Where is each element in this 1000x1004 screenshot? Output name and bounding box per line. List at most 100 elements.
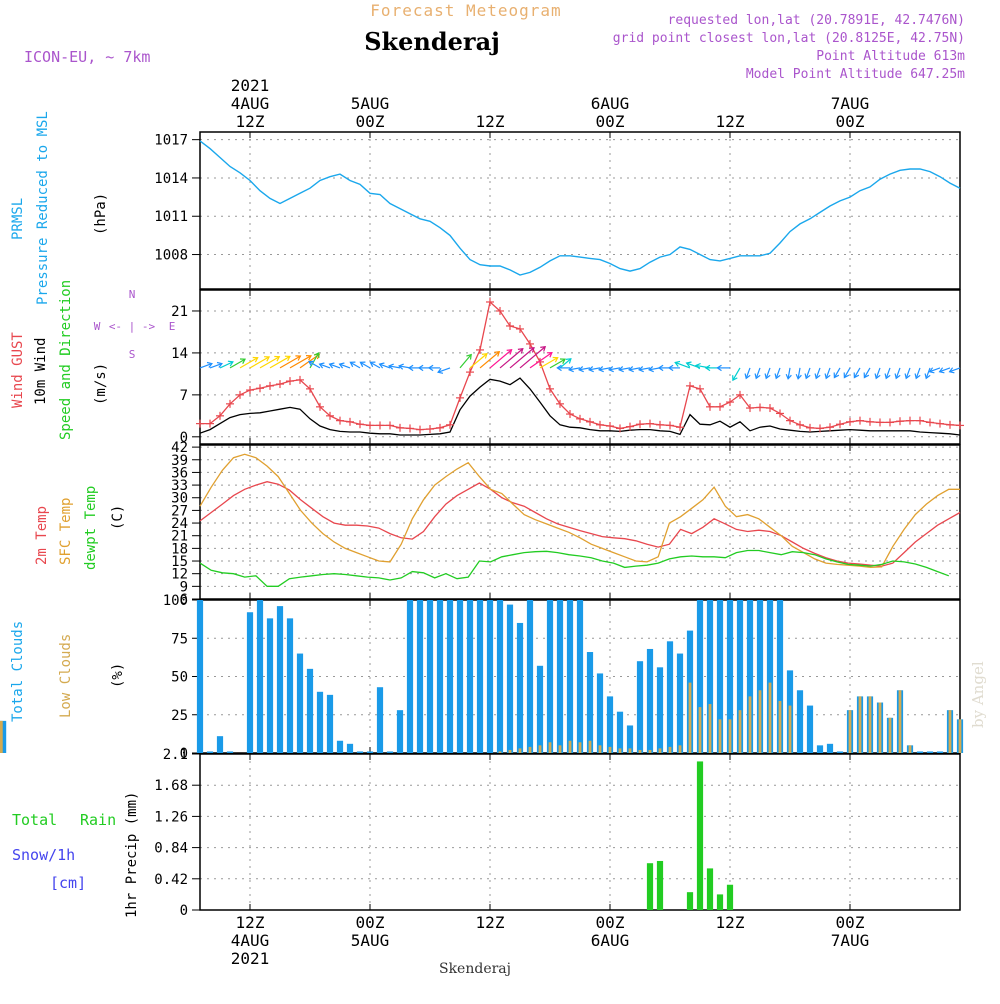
wind-direction-arrowhead: [744, 373, 751, 380]
top-time-label: 00Z: [356, 112, 385, 131]
dewpt-temp-label: dewpt Temp: [83, 486, 99, 570]
y-tick-label: 100: [163, 593, 188, 609]
wind-direction-arrow: [833, 367, 841, 378]
low-cloud-bar: [608, 746, 612, 753]
low-cloud-bar: [558, 745, 562, 753]
wind-direction-arrowhead: [328, 362, 335, 369]
total-cloud-bar: [266, 618, 274, 753]
wind-direction-arrowhead: [369, 361, 376, 368]
low-cloud-bar: [538, 745, 542, 753]
wind-direction-arrowhead: [657, 364, 664, 372]
total-cloud-bar: [366, 751, 374, 753]
panel-frame: [199, 753, 961, 911]
wind-direction-arrowhead: [494, 350, 501, 357]
wind-direction-arrowhead: [647, 366, 654, 373]
y-tick-label: 12: [171, 567, 188, 583]
total-cloud-bar: [816, 745, 824, 753]
low-cloud-bar: [578, 742, 582, 753]
compass-n: N: [129, 288, 136, 301]
low-cloud-bar: [908, 745, 912, 753]
precip-axis-label: 1hr Precip (mm): [124, 792, 140, 918]
low-cloud-bar: [718, 719, 722, 753]
total-cloud-bar: [756, 600, 764, 753]
y-tick-label: 75: [171, 631, 188, 647]
sfc-temp-label: SFC Temp: [58, 498, 74, 565]
total-cloud-bar: [666, 641, 674, 753]
rain-bar: [646, 863, 654, 910]
bottom-time-label: 12Z: [716, 913, 745, 932]
total-cloud-bar: [346, 743, 354, 753]
top-time-label: 00Z: [836, 112, 865, 131]
total-cloud-bar: [796, 690, 804, 753]
wind-direction-arrow: [519, 346, 546, 369]
total-cloud-bar: [586, 652, 594, 753]
wind-direction-arrowhead: [774, 373, 781, 380]
wind-direction-arrowhead: [694, 362, 701, 370]
low-clouds-label: Low Clouds: [58, 634, 74, 718]
wind-direction-arrowhead: [387, 363, 394, 370]
wind-direction-arrow: [549, 358, 566, 369]
wind-direction-arrowhead: [938, 367, 945, 374]
wind-direction-arrowhead: [824, 373, 831, 380]
wind-direction-arrow: [843, 367, 851, 378]
top-time-label: 4AUG: [231, 94, 270, 113]
top-time-label: 12Z: [476, 112, 505, 131]
wind-direction-arrowhead: [308, 360, 315, 367]
model-altitude: Model Point Altitude 647.25m: [746, 67, 965, 82]
y-tick-label: 1.68: [154, 778, 188, 794]
wind-direction-arrow: [489, 349, 513, 369]
wind-direction-arrowhead: [556, 364, 562, 372]
total-cloud-bar: [936, 751, 944, 753]
wind-direction-arrowhead: [577, 366, 584, 373]
y-tick-label: 1017: [154, 133, 188, 149]
wind-direction-arrow: [259, 356, 280, 369]
wind-direction-arrow: [929, 367, 941, 373]
y-tick-label: 6: [180, 592, 188, 608]
wind-direction-arrowhead: [274, 355, 281, 362]
wind-direction-arrowhead: [948, 367, 955, 374]
low-cloud-bar: [948, 710, 952, 753]
wind-direction-arrow: [568, 367, 581, 371]
wind-direction-arrowhead: [284, 355, 291, 362]
wind-direction-arrow: [805, 367, 811, 379]
wind-direction-arrowhead: [843, 372, 850, 379]
wind-direction-arrow: [765, 367, 771, 379]
wind-direction-arrowhead: [427, 364, 434, 372]
wind-direction-arrowhead: [853, 372, 860, 379]
wind-direction-arrowhead: [559, 358, 566, 364]
wind-direction-arrowhead: [928, 367, 935, 374]
wind-direction-arrowhead: [587, 366, 594, 373]
wind-direction-arrow: [608, 367, 621, 371]
wind-direction-arrowhead: [795, 373, 802, 380]
y-tick-label: 14: [171, 346, 188, 362]
top-time-label: 00Z: [596, 112, 625, 131]
bottom-time-label: 12Z: [476, 913, 505, 932]
wind-direction-arrowhead: [216, 361, 223, 368]
total-cloud-bar: [276, 606, 284, 753]
wind-direction-arrowhead: [597, 366, 604, 373]
rain-label: Rain: [80, 811, 116, 829]
footer-station: Skenderaj: [439, 961, 511, 977]
low-cloud-bar: [688, 682, 692, 753]
y-tick-label: 25: [171, 708, 188, 724]
panel-frame: [199, 289, 961, 445]
y-tick-label: 0.42: [154, 872, 188, 888]
wind-direction-arrowhead: [924, 373, 931, 380]
total-cloud-bar: [246, 612, 254, 753]
wind-direction-arrowhead: [732, 375, 738, 382]
top-time-label: 6AUG: [591, 94, 630, 113]
wind-direction-arrow: [529, 352, 553, 369]
total-cloud-bar: [306, 668, 314, 753]
top-time-label: 12Z: [716, 112, 745, 131]
total-cloud-bar: [336, 740, 344, 753]
temp-2m-line: [199, 481, 961, 567]
y-tick-label: 27: [171, 503, 188, 519]
total-cloud-bar: [206, 751, 214, 753]
total-cloud-bar: [406, 600, 414, 753]
wind-direction-arrowhead: [552, 356, 559, 363]
low-cloud-bar: [868, 696, 872, 753]
wind-direction-arrowhead: [338, 362, 345, 369]
wind-direction-arrowhead: [540, 345, 547, 352]
low-cloud-bar: [888, 717, 892, 753]
